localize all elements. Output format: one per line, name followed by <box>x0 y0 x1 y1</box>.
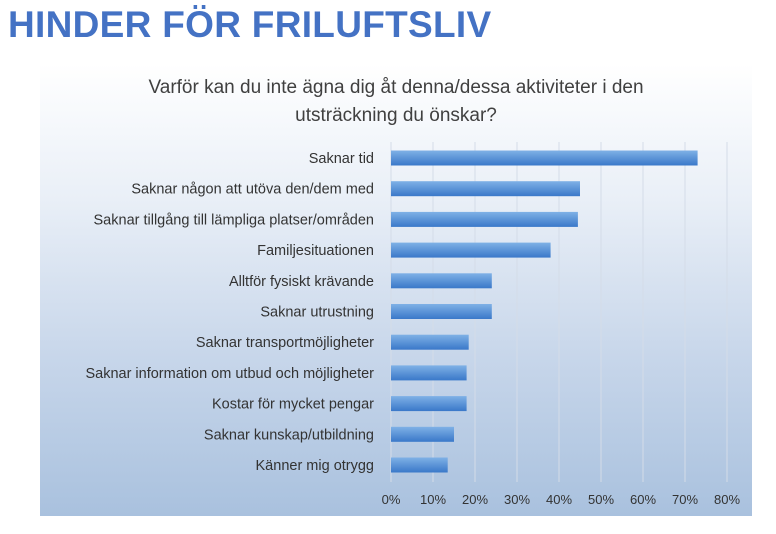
category-label: Saknar tid <box>309 151 374 167</box>
x-tick-label: 40% <box>546 492 572 507</box>
slide-title: HINDER FÖR FRILUFTSLIV <box>8 4 492 45</box>
bar <box>391 150 698 166</box>
gridlines <box>390 142 728 482</box>
category-label: Kostar för mycket pengar <box>212 397 374 413</box>
x-axis-tick-labels: 0% 10% 20% 30% 40% 50% 60% 70% 80% <box>382 492 741 507</box>
x-tick-label: 10% <box>420 492 446 507</box>
category-label: Saknar utrustning <box>260 305 374 321</box>
category-label: Familjesituationen <box>257 243 374 259</box>
bar <box>391 365 467 381</box>
category-label: Saknar information om utbud och möjlighe… <box>85 366 374 382</box>
bar <box>391 457 448 473</box>
x-tick-label: 80% <box>714 492 740 507</box>
bars <box>391 150 698 473</box>
bar <box>391 242 551 258</box>
category-label: Saknar tillgång till lämpliga platser/om… <box>94 212 374 228</box>
bar-chart: Varför kan du inte ägna dig åt denna/des… <box>85 77 741 507</box>
category-label: Känner mig otrygg <box>256 458 374 474</box>
bar <box>391 304 492 319</box>
x-tick-label: 50% <box>588 492 614 507</box>
category-label: Saknar kunskap/utbildning <box>204 427 374 443</box>
category-label: Alltför fysiskt krävande <box>229 274 374 290</box>
chart-title-line-1: Varför kan du inte ägna dig åt denna/des… <box>148 77 643 98</box>
bar <box>391 273 492 289</box>
category-labels: Saknar tid Saknar någon att utöva den/dem… <box>85 151 374 474</box>
x-tick-label: 70% <box>672 492 698 507</box>
bar <box>391 211 578 227</box>
bar <box>391 181 580 197</box>
x-tick-label: 60% <box>630 492 656 507</box>
x-tick-label: 20% <box>462 492 488 507</box>
bar <box>391 334 469 350</box>
x-tick-label: 30% <box>504 492 530 507</box>
category-label: Saknar någon att utöva den/dem med <box>131 182 374 198</box>
chart-panel: Varför kan du inte ägna dig åt denna/des… <box>40 64 752 516</box>
category-label: Saknar transportmöjligheter <box>196 335 374 351</box>
bar <box>391 426 454 442</box>
chart-title-line-2: utsträckning du önskar? <box>295 105 497 126</box>
x-tick-label: 0% <box>382 492 401 507</box>
bar <box>391 396 467 412</box>
